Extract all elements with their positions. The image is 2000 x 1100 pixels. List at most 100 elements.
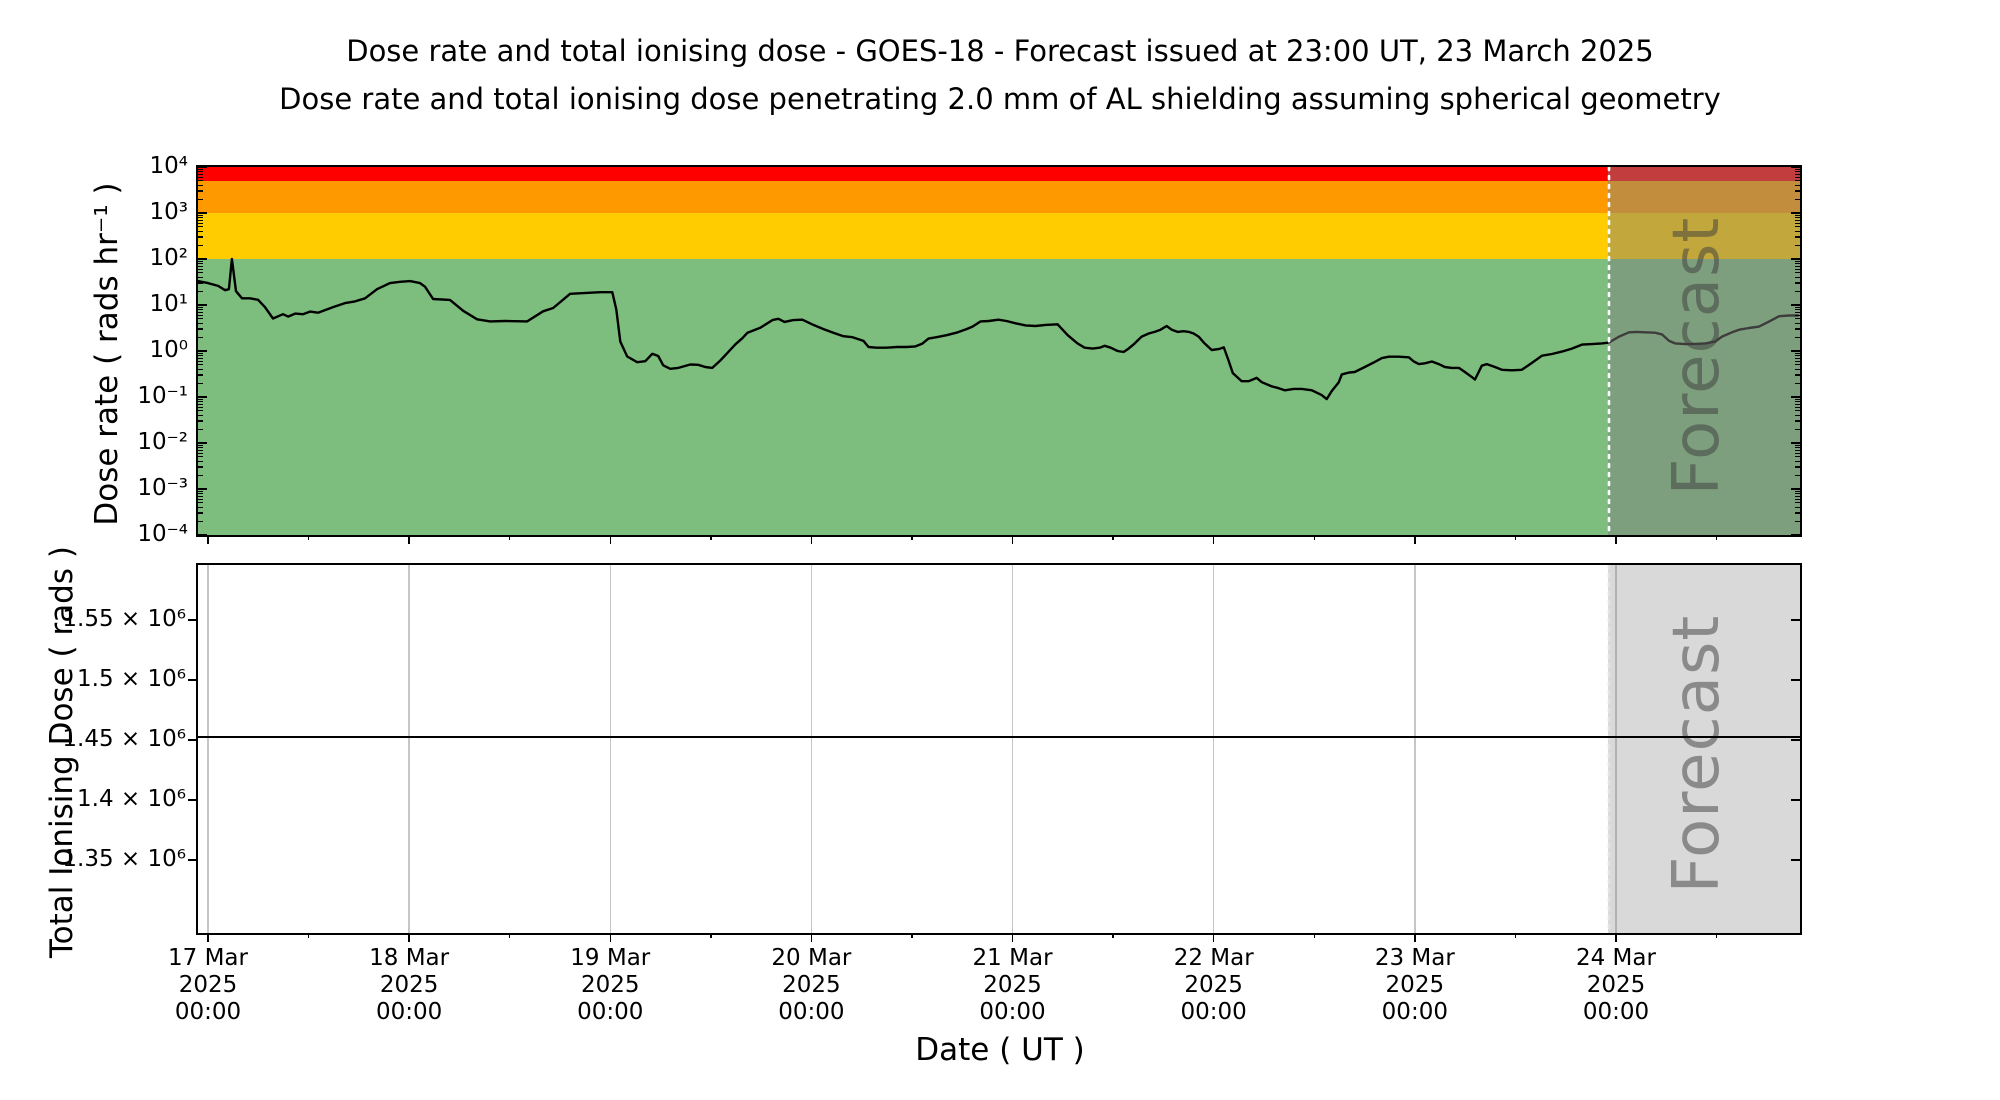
y-minor-tick: [198, 406, 203, 408]
dose-rate-ytick-label: 10²: [149, 245, 189, 271]
x-major-tick: [1414, 535, 1416, 544]
y-minor-tick: [1795, 314, 1800, 316]
forecast-boundary-dotted-line: [1607, 167, 1610, 535]
dose-rate-ytick-label: 10⁻¹: [137, 383, 188, 409]
y-minor-tick: [198, 498, 203, 500]
day-gridline: [408, 565, 410, 933]
y-minor-tick: [198, 311, 203, 313]
y-minor-tick: [198, 368, 203, 370]
y-minor-tick: [198, 444, 203, 446]
y-minor-tick: [198, 414, 203, 416]
x-minor-tick: [1715, 535, 1718, 540]
y-major-tick: [1791, 442, 1800, 444]
y-minor-tick: [1795, 216, 1800, 219]
y-major-tick: [198, 442, 207, 444]
x-major-tick: [810, 535, 813, 544]
y-minor-tick: [1795, 474, 1800, 476]
y-minor-tick: [1795, 492, 1800, 495]
x-minor-tick: [1112, 535, 1114, 540]
dose-rate-ytick-label: 10³: [149, 199, 189, 225]
y-minor-tick: [1795, 236, 1800, 238]
x-minor-tick: [1313, 933, 1316, 938]
y-minor-tick: [1795, 452, 1800, 454]
y-minor-tick: [1795, 398, 1800, 400]
y-major-tick: [198, 396, 207, 398]
total-dose-ytick-label: 1.35 × 10⁶: [62, 846, 186, 873]
x-minor-tick: [508, 535, 511, 540]
y-minor-tick: [198, 452, 203, 454]
day-gridline: [1615, 565, 1617, 933]
orange-warning-band: [198, 180, 1800, 213]
y-minor-tick: [198, 466, 203, 468]
y-minor-tick: [198, 173, 203, 175]
dose-rate-ytick-label: 10¹: [149, 291, 189, 317]
y-minor-tick: [1795, 357, 1800, 359]
y-minor-tick: [198, 198, 203, 200]
y-minor-tick: [198, 446, 203, 449]
chart-subtitle: Dose rate and total ionising dose penetr…: [279, 82, 1721, 116]
x-minor-tick: [1112, 933, 1114, 938]
y-minor-tick: [198, 230, 203, 232]
y-minor-tick: [1795, 420, 1800, 422]
y-minor-tick: [1795, 382, 1800, 384]
x-major-tick: [609, 933, 612, 942]
y-minor-tick: [1795, 190, 1800, 192]
day-gridline: [810, 565, 813, 933]
x-minor-tick: [307, 933, 310, 938]
y-minor-tick: [1795, 414, 1800, 416]
y-major-tick: [198, 534, 207, 536]
y-minor-tick: [198, 382, 203, 384]
y-major-tick: [1791, 739, 1800, 741]
total-dose-line: [198, 735, 1800, 739]
forecast-watermark-bottom: Forecast: [1659, 614, 1734, 894]
y-minor-tick: [1795, 306, 1800, 308]
y-major-tick: [198, 304, 207, 306]
y-minor-tick: [198, 222, 203, 224]
y-minor-tick: [1795, 290, 1800, 292]
y-minor-tick: [198, 352, 203, 354]
y-major-tick: [1791, 350, 1800, 352]
y-minor-tick: [1795, 403, 1800, 405]
y-minor-tick: [1795, 490, 1800, 492]
x-major-tick: [207, 535, 209, 544]
y-major-tick: [198, 488, 207, 490]
y-major-tick: [1791, 304, 1800, 306]
y-minor-tick: [1795, 406, 1800, 408]
y-minor-tick: [1795, 449, 1800, 451]
x-minor-tick: [307, 535, 310, 540]
y-minor-tick: [198, 244, 203, 246]
y-minor-tick: [1795, 520, 1800, 522]
x-tick-label: 19 Mar 2025 00:00: [570, 945, 651, 1025]
y-minor-tick: [198, 184, 203, 186]
y-major-tick: [1791, 859, 1800, 861]
y-major-tick: [1791, 166, 1800, 168]
y-minor-tick: [198, 495, 203, 497]
y-minor-tick: [1795, 336, 1800, 338]
y-minor-tick: [1795, 352, 1800, 354]
y-minor-tick: [1795, 498, 1800, 500]
y-major-tick: [188, 619, 198, 621]
forecast-region-overlay: [1607, 565, 1800, 933]
y-minor-tick: [198, 176, 203, 178]
y-minor-tick: [1795, 374, 1800, 376]
y-minor-tick: [1795, 222, 1800, 224]
x-minor-tick: [1514, 933, 1517, 938]
y-minor-tick: [1795, 260, 1800, 262]
x-minor-tick: [1715, 933, 1718, 938]
y-major-tick: [188, 739, 198, 741]
x-tick-label: 20 Mar 2025 00:00: [771, 945, 852, 1025]
total-dose-axis-label: Total Ionising Dose ( rads ): [44, 546, 80, 958]
y-minor-tick: [198, 506, 203, 508]
day-gridline: [609, 565, 612, 933]
y-minor-tick: [198, 492, 203, 495]
x-major-tick: [1212, 933, 1215, 942]
y-minor-tick: [1795, 456, 1800, 458]
y-minor-tick: [1795, 265, 1800, 267]
y-minor-tick: [1795, 328, 1800, 330]
y-minor-tick: [198, 400, 203, 403]
y-minor-tick: [198, 268, 203, 270]
y-minor-tick: [198, 428, 203, 430]
day-gridline: [207, 565, 209, 933]
x-major-tick: [408, 535, 410, 544]
y-minor-tick: [1795, 272, 1800, 274]
